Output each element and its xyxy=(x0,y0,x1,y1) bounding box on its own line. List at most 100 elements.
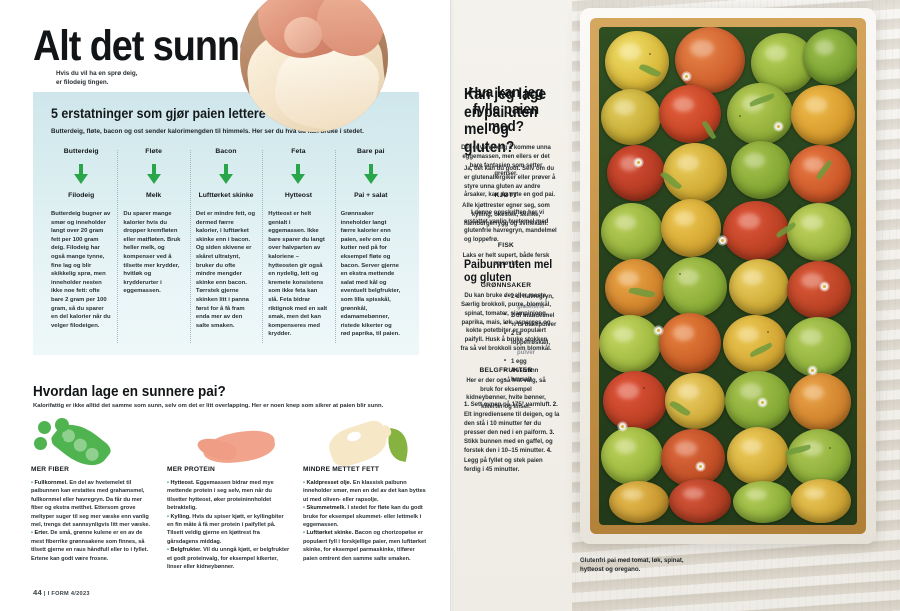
fillings-intro: Det er vanskelig å komme unna eggemassen… xyxy=(461,145,551,178)
chicken-icon xyxy=(167,418,291,466)
gluten-free-column xyxy=(452,0,572,611)
ingredient-list: 2 dl havregryn, glutenfrie 2 dl mandelme… xyxy=(464,293,560,385)
ingredient-item: 2 dl havregryn, xyxy=(504,293,560,302)
substitution-column-bare-pai: Bare pai Pai + salat Grønnsaker innehold… xyxy=(334,148,407,343)
paragraph-2-text: I denne oppskriften har vi erstattet van… xyxy=(464,210,557,243)
tip-body: • Hytteost. Eggemassen bidrar med mye me… xyxy=(167,479,291,571)
down-arrow-icon xyxy=(73,164,89,184)
tip-item-text: Hvis du spiser kjøtt, er kyllingbiter en… xyxy=(167,513,284,545)
bullet-icon: • xyxy=(167,513,171,520)
sub-from-label: Bare pai xyxy=(357,148,385,155)
tip-more-fiber: MER FIBER • Fullkornmel. En del av hvete… xyxy=(31,414,167,571)
tip-title: MER FIBER xyxy=(31,466,70,473)
tip-item-bold: Skummetmelk. xyxy=(306,505,346,512)
ingredient-note: pulver xyxy=(517,349,536,356)
ingredient-item: 4 ss vann xyxy=(504,366,560,376)
photo-layer xyxy=(240,0,388,132)
sub-to-label: Lufttørket skinke xyxy=(198,192,254,199)
step-text: Elt ingrediensene til deigen, og la den … xyxy=(464,411,560,437)
down-arrow-icon xyxy=(290,164,306,184)
down-arrow-icon xyxy=(363,164,379,184)
bullet-icon: • xyxy=(303,505,307,512)
peas-icon xyxy=(31,414,155,476)
tip-item-bold: Fullkornmel. xyxy=(34,480,68,486)
fillings-content: Hva kan jeg fylle paien med? Det er vans… xyxy=(460,84,552,412)
category-title-kjott: KJØTT xyxy=(494,192,518,200)
left-page: Alt det sunne ... Hvis du vil ha en sprø… xyxy=(31,0,439,597)
bullet-icon: • xyxy=(167,547,171,554)
tip-body: • Kaldpresset olje. En klassisk paibunn … xyxy=(303,479,427,563)
sub-to-label: Melk xyxy=(146,192,162,199)
tip-item-bold: Hytteost. xyxy=(170,480,195,486)
sub-body: Butterdeig bugner av smør og inneholder … xyxy=(51,211,111,329)
section-subtitle: Kalorifattig er ikke alltid det samme so… xyxy=(33,403,384,409)
gluten-free-heading: Kan jeg lage en pai uten mel og gluten? xyxy=(464,86,547,156)
tip-item-text: En del av hvetemelet til paibunnen kan e… xyxy=(31,480,151,529)
ingredient-item: havsalt xyxy=(504,376,560,385)
sub-to-label: Filodeig xyxy=(68,192,95,199)
section-title-healthier-pie: Hvordan lage en sunnere pai? xyxy=(33,383,226,400)
tip-item-bold: Kaldpresset olje. xyxy=(306,480,352,486)
step-text: Stikk bunnen med en gaffel, og forstek d… xyxy=(464,439,553,455)
bullet-icon: • xyxy=(303,530,307,537)
tip-item-text: Bacon og chorizopølse er populært fyll i… xyxy=(303,530,427,562)
step-number: 2. xyxy=(552,402,558,409)
bullet-icon: • xyxy=(167,480,171,486)
tip-more-protein: MER PROTEIN • Hytteost. Eggemassen bidra… xyxy=(167,418,303,571)
sub-from-label: Fløte xyxy=(145,148,162,155)
ingredient-note: glutenfrie xyxy=(517,303,545,310)
pie-photo-caption: Glutenfri pai med tomat, løk, spinat, hy… xyxy=(580,557,684,573)
ingredient-item: 2 dl mandelmel xyxy=(504,311,560,321)
tip-item-bold: Belgfrukter. xyxy=(170,547,202,554)
recipe-steps: 1. Sett ovnen på 175° varmluft. 2. Elt i… xyxy=(464,401,560,475)
folio-text: | xyxy=(43,591,48,597)
tip-item-bold: Lufttørket skinke. xyxy=(306,530,354,537)
gluten-free-paragraph-2: I denne oppskriften har vi erstattet van… xyxy=(464,209,560,244)
tip-body: • Fullkornmel. En del av hvetemelet til … xyxy=(31,479,155,563)
step-number: 3. xyxy=(549,430,555,437)
category-body-kjott: Alle kjøttrester egner seg, som kylling,… xyxy=(462,203,550,227)
category-body-belgfrukter: Her er der også fritt valg, så bruk for … xyxy=(466,377,546,411)
sub-body: Du sparer mange kalorier hvis du dropper… xyxy=(123,211,181,295)
sub-body: Det er mindre fett, og dermed færre kalo… xyxy=(195,211,256,329)
tips-row: MER FIBER • Fullkornmel. En del av hvete… xyxy=(31,414,439,571)
panel-header: 5 erstatninger som gjør paien lettere Bu… xyxy=(33,92,419,148)
step-text: Legg på fyllet og stek paien ferdig i 45… xyxy=(464,457,543,473)
panel-subtitle: Butterdeig, fløte, bacon og ost sender k… xyxy=(51,128,364,135)
substitution-column-butterdeig: Butterdeig Filodeig Butterdeig bugner av… xyxy=(45,148,117,339)
sub-body: Grønnsaker inneholder langt færre kalori… xyxy=(340,211,401,338)
tip-item-text: Eggemassen bidrar med mye mettende prote… xyxy=(167,480,274,512)
pie-photo xyxy=(580,8,876,544)
page-number: 44 xyxy=(33,588,43,597)
panel-title: 5 erstatninger som gjør paien lettere xyxy=(51,106,266,121)
step-number: 4. xyxy=(546,448,552,455)
recipe-title: Paibunn uten mel og gluten xyxy=(464,259,553,285)
sub-from-label: Butterdeig xyxy=(63,148,99,155)
fillings-heading: Hva kan jeg fylle paien med? xyxy=(468,84,544,135)
ingredient-item: 1 egg xyxy=(504,357,560,367)
ingredient-item: ½ ts bakepulver xyxy=(504,320,560,330)
gluten-free-content: Kan jeg lage en pai uten mel og gluten? … xyxy=(464,86,560,475)
bullet-icon: • xyxy=(303,480,307,486)
category-title-gronnsaker: GRØNNSAKER xyxy=(480,282,532,290)
sub-from-label: Feta xyxy=(291,148,306,155)
substitution-column-feta: Feta Hytteost Hytteost er helt genialt i… xyxy=(262,148,334,343)
sub-to-label: Hytteost xyxy=(284,192,313,199)
folio-issue: I FORM 4/2023 xyxy=(47,591,90,597)
substitutions-panel: 5 erstatninger som gjør paien lettere Bu… xyxy=(33,92,419,355)
sub-to-label: Pai + salat xyxy=(354,192,388,199)
tip-title: MINDRE METTET FETT xyxy=(303,466,380,473)
down-arrow-icon xyxy=(146,164,162,184)
bullet-icon: • xyxy=(31,480,35,486)
down-arrow-icon xyxy=(218,164,234,184)
substitution-column-flote: Fløte Melk Du sparer mange kalorier hvis… xyxy=(117,148,189,343)
category-title-fisk: FISK xyxy=(497,241,515,249)
step-number: 1. xyxy=(464,402,470,409)
tip-item-text: Vil du unngå kjøtt, er belgfrukter et go… xyxy=(167,547,290,571)
tip-item-text: I stedet for fløte kan du godt bruke for… xyxy=(303,505,423,529)
gluten-free-paragraph-1: Ja, det kan du godt. Selv om du er glute… xyxy=(464,166,556,199)
pie-filling xyxy=(599,27,857,525)
tip-title: MER PROTEIN xyxy=(167,466,215,473)
category-body-fisk: Laks er helt supert, både fersk og røykt… xyxy=(462,252,550,268)
